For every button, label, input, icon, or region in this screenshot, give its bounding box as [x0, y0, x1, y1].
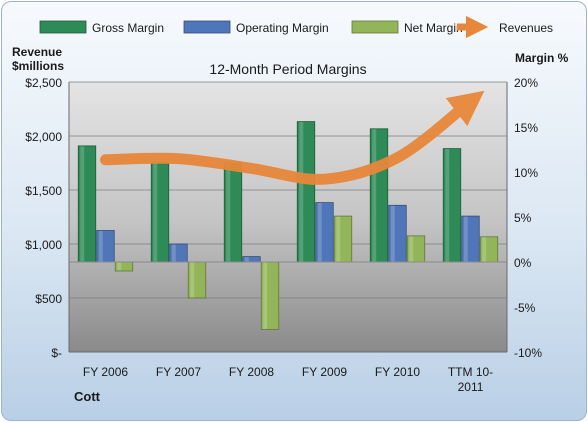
- revenues-legend-label: Revenues: [499, 21, 553, 35]
- category-label-line: FY 2006: [83, 365, 128, 379]
- right-tick-labels: -10% -5% 0% 5% 10% 15% 20%: [514, 76, 542, 360]
- left-axis-title: Revenue $millions: [12, 45, 65, 73]
- left-tick-label: $-: [51, 346, 62, 360]
- right-tick-label: 10%: [514, 166, 538, 180]
- category-labels: FY 2006 FY 2007 FY 2008 FY 2009 FY 2010 TTM 1…: [83, 365, 493, 394]
- right-tick-label: 5%: [514, 211, 532, 225]
- category-label: TTM 10-2011: [448, 365, 493, 394]
- gross-margin-bar-highlight: [299, 122, 304, 262]
- category-label: FY 2009: [302, 365, 347, 379]
- gross-margin-legend-swatch: [39, 20, 87, 34]
- left-tick-label: $2,000: [25, 130, 62, 144]
- category-label: FY 2008: [229, 365, 274, 379]
- category-label-line: FY 2010: [375, 365, 420, 379]
- gross-margin-bar-highlight: [445, 149, 450, 262]
- gross-margin-bar-highlight: [372, 129, 377, 262]
- right-tick-label: 15%: [514, 121, 538, 135]
- revenues-line: [100, 90, 485, 185]
- revenue-line-layer: [100, 90, 485, 185]
- chart-title: 12-Month Period Margins: [209, 61, 366, 77]
- category-label: FY 2010: [375, 365, 420, 379]
- right-axis-title: Margin %: [515, 51, 569, 65]
- operating-margin-bar-highlight: [171, 244, 176, 262]
- net-margin-legend-label: Net Margin: [404, 21, 463, 35]
- category-label: FY 2006: [83, 365, 128, 379]
- net-margin-bar-highlight: [482, 237, 487, 262]
- category-label-line: 2011: [458, 380, 484, 394]
- net-margin-bar-highlight: [117, 262, 122, 271]
- operating-margin-bar-highlight: [390, 205, 395, 262]
- operating-margin-bar-highlight: [317, 203, 322, 262]
- net-margin-legend-swatch: [351, 20, 399, 34]
- gross-margin-legend-label: Gross Margin: [92, 21, 164, 35]
- category-label-line: FY 2007: [156, 365, 201, 379]
- gross-margin-bar-highlight: [226, 163, 231, 262]
- category-label-line: FY 2008: [229, 365, 274, 379]
- bars-layer: [77, 121, 499, 330]
- right-tick-label: -5%: [514, 301, 536, 315]
- category-label: FY 2007: [156, 365, 201, 379]
- left-tick-labels: $- $500 $1,000 $1,500 $2,000 $2,500: [25, 76, 62, 360]
- right-tick-label: 0%: [514, 256, 532, 270]
- right-tick-label: -10%: [514, 346, 542, 360]
- left-tick-label: $1,500: [25, 184, 62, 198]
- left-tick-label: $2,500: [25, 76, 62, 90]
- left-axis-title-line2: $millions: [12, 59, 64, 73]
- operating-margin-bar-highlight: [463, 216, 468, 262]
- net-margin-bar-highlight: [409, 236, 414, 262]
- right-tick-label: 20%: [514, 76, 538, 90]
- gross-margin-bar-highlight: [153, 163, 158, 262]
- category-label-line: TTM 10-: [448, 365, 493, 379]
- gross-margin-bar-highlight: [80, 146, 85, 262]
- company-label: Cott: [74, 389, 101, 404]
- gridlines: [69, 81, 507, 299]
- left-tick-label: $1,000: [25, 238, 62, 252]
- left-axis-title-line1: Revenue: [12, 45, 62, 59]
- net-margin-bar-highlight: [263, 262, 268, 329]
- operating-margin-bar-highlight: [244, 257, 249, 262]
- operating-margin-legend-swatch: [183, 20, 231, 34]
- net-margin-bar-highlight: [190, 262, 195, 298]
- net-margin-bar-highlight: [336, 216, 341, 262]
- left-tick-label: $500: [35, 292, 62, 306]
- category-label-line: FY 2009: [302, 365, 347, 379]
- legend: Gross Margin Operating Margin Net Margin Re…: [39, 15, 553, 39]
- operating-margin-legend-label: Operating Margin: [236, 21, 329, 35]
- operating-margin-bar-highlight: [98, 231, 103, 262]
